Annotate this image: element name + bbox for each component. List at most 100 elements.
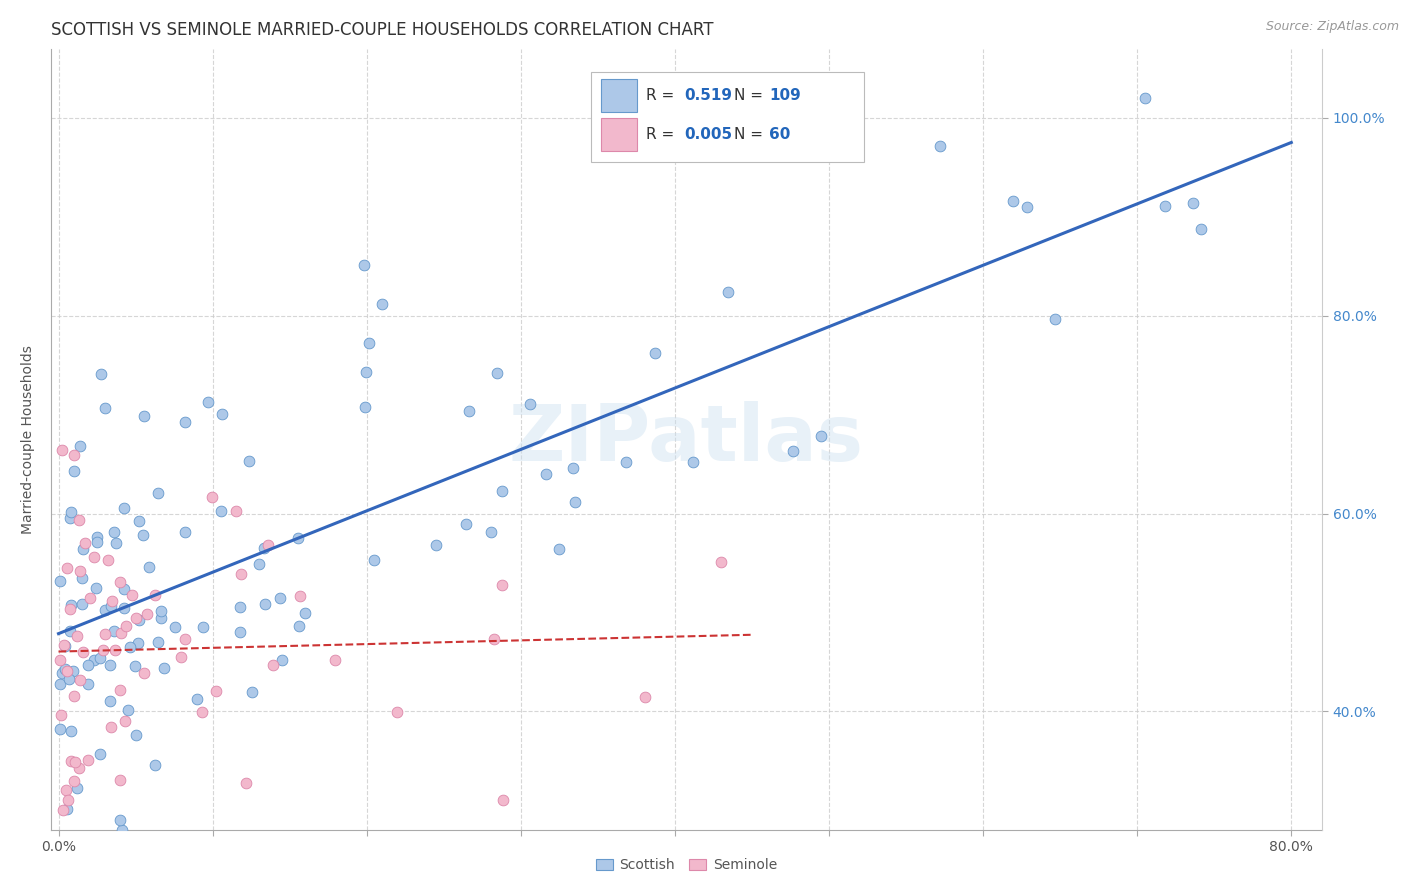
Point xyxy=(1043,312,1066,326)
Point xyxy=(70,571,93,585)
Point xyxy=(1135,91,1157,105)
Point xyxy=(1189,221,1212,235)
Point xyxy=(174,524,197,539)
Point xyxy=(62,665,84,679)
Point xyxy=(247,557,270,571)
Point xyxy=(52,803,75,817)
Point xyxy=(547,542,569,557)
Point xyxy=(149,611,172,625)
Point xyxy=(121,588,143,602)
Point xyxy=(288,589,311,603)
Point xyxy=(100,720,122,734)
Point xyxy=(169,650,191,665)
Point xyxy=(98,658,121,673)
Point xyxy=(564,495,586,509)
Point xyxy=(132,528,155,542)
Point xyxy=(132,409,155,423)
Point xyxy=(59,624,82,639)
Point xyxy=(288,619,311,633)
Point xyxy=(229,625,252,640)
Point xyxy=(49,722,72,736)
Point xyxy=(225,504,247,518)
Point xyxy=(191,706,214,720)
Point xyxy=(357,335,380,350)
Point xyxy=(143,588,166,602)
Point xyxy=(371,297,394,311)
Point xyxy=(484,632,506,646)
Point xyxy=(485,366,508,380)
Point xyxy=(97,553,120,567)
Point xyxy=(457,404,479,418)
Point xyxy=(66,629,89,643)
Point xyxy=(111,823,134,838)
Point xyxy=(104,643,127,657)
Point xyxy=(174,632,197,646)
Point xyxy=(353,401,375,415)
Point xyxy=(270,653,292,667)
Point xyxy=(62,689,84,703)
Point xyxy=(454,516,477,531)
Point xyxy=(191,620,214,634)
Point xyxy=(143,758,166,772)
Point xyxy=(94,603,117,617)
Point xyxy=(49,653,72,667)
Point xyxy=(561,461,583,475)
Point xyxy=(105,536,128,550)
Point xyxy=(53,662,76,676)
Text: 109: 109 xyxy=(769,88,801,103)
Point xyxy=(491,483,513,498)
Text: R =: R = xyxy=(645,88,679,103)
Point xyxy=(51,665,73,680)
Point xyxy=(53,638,76,652)
Point xyxy=(86,581,108,595)
Point xyxy=(59,511,82,525)
Point xyxy=(56,802,79,816)
Point xyxy=(89,651,111,665)
Point xyxy=(69,564,91,578)
Point xyxy=(263,657,285,672)
Point xyxy=(93,401,115,416)
Point xyxy=(112,582,135,596)
FancyBboxPatch shape xyxy=(602,79,637,112)
Text: SCOTTISH VS SEMINOLE MARRIED-COUPLE HOUSEHOLDS CORRELATION CHART: SCOTTISH VS SEMINOLE MARRIED-COUPLE HOUS… xyxy=(51,21,713,39)
Text: Source: ZipAtlas.com: Source: ZipAtlas.com xyxy=(1265,20,1399,33)
Point xyxy=(76,658,98,673)
Point xyxy=(138,560,160,574)
Point xyxy=(55,639,77,653)
Point xyxy=(716,285,738,300)
Point xyxy=(108,574,131,589)
Point xyxy=(240,685,263,699)
Point xyxy=(200,490,222,504)
Point xyxy=(76,753,98,767)
Point xyxy=(149,604,172,618)
Point xyxy=(112,500,135,515)
Point xyxy=(294,607,316,621)
Point xyxy=(614,455,637,469)
Point xyxy=(55,665,77,679)
Point xyxy=(94,627,117,641)
Point xyxy=(86,530,108,544)
Point xyxy=(89,747,111,761)
Point xyxy=(114,714,136,728)
Point xyxy=(86,535,108,549)
Point xyxy=(49,677,72,691)
Point xyxy=(72,542,94,557)
Point xyxy=(205,684,228,698)
Point xyxy=(325,653,347,667)
Point xyxy=(110,813,132,827)
Text: 0.005: 0.005 xyxy=(683,128,733,142)
Point xyxy=(163,620,186,634)
Point xyxy=(152,661,174,675)
Text: R =: R = xyxy=(645,128,679,142)
Point xyxy=(67,761,90,775)
Point xyxy=(69,439,91,453)
Point xyxy=(112,601,135,615)
Point xyxy=(127,636,149,650)
Point xyxy=(387,706,409,720)
Point xyxy=(103,525,125,540)
Point xyxy=(425,538,447,552)
Point xyxy=(782,443,804,458)
Point xyxy=(492,793,515,807)
Point xyxy=(117,703,139,717)
Point xyxy=(253,598,276,612)
